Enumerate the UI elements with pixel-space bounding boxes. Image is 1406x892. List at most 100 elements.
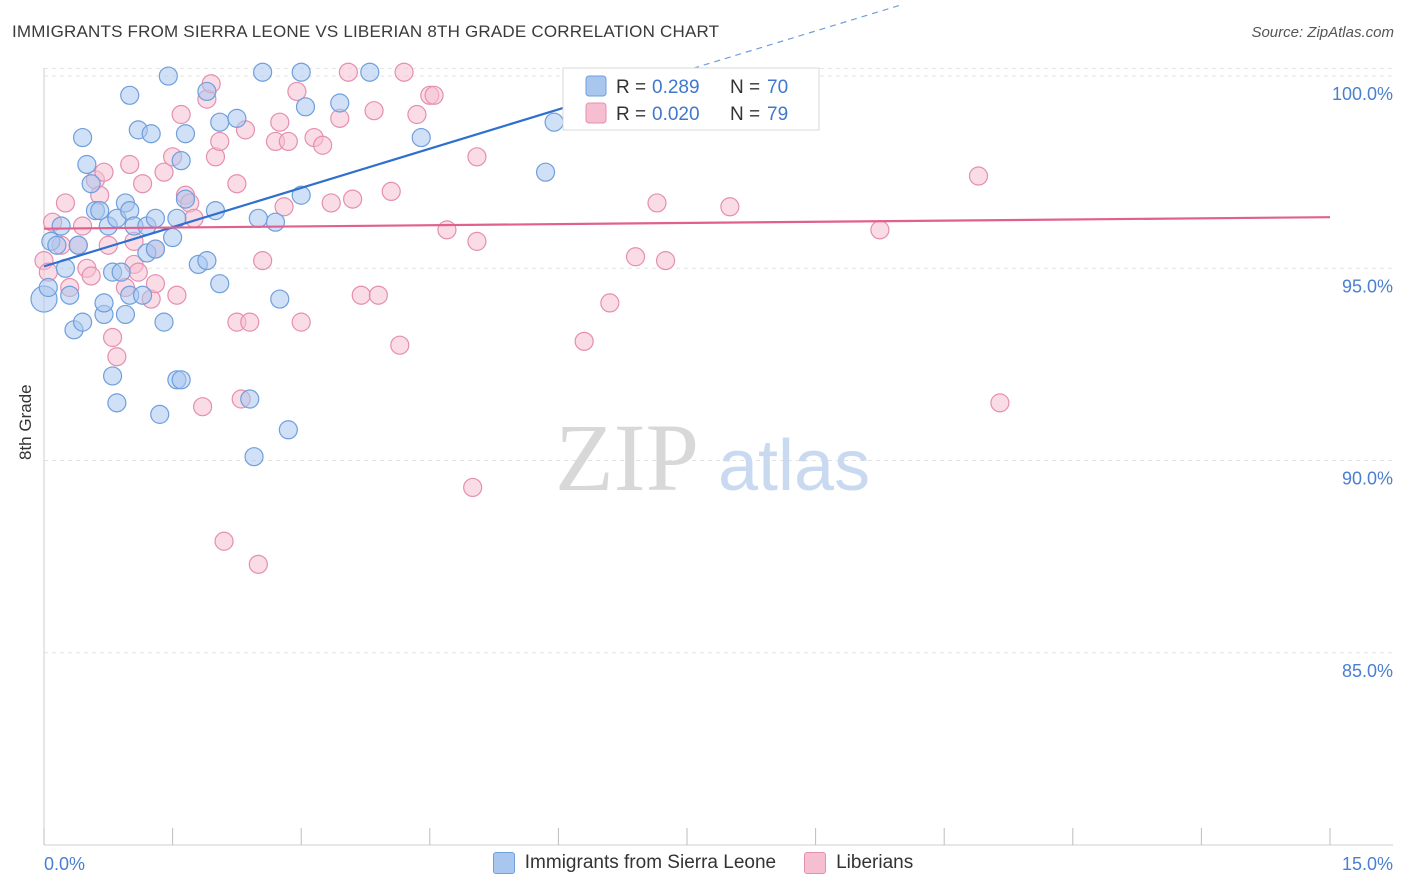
pink-point-60 [381, 181, 401, 202]
blue-point-22 [111, 262, 131, 282]
blue-trend-line [43, 105, 568, 268]
blue-point-20 [107, 393, 127, 413]
bottom-legend-label-sierra-leone: Immigrants from Sierra Leone [524, 852, 777, 873]
axes [43, 68, 1393, 846]
blue-point-37 [154, 312, 174, 332]
pink-point-63 [407, 104, 427, 125]
pink-point-27 [167, 285, 187, 305]
legend-n-value-1: 70 [767, 77, 788, 98]
blue-point-27 [120, 85, 140, 105]
blue-point-24 [115, 304, 136, 325]
blue-point-50 [210, 112, 230, 132]
blue-point-54 [244, 447, 264, 467]
pink-point-77 [968, 166, 989, 186]
blue-point-57 [265, 212, 286, 232]
blue-point-60 [291, 62, 311, 82]
pink-point-36 [210, 131, 230, 152]
blue-point-43 [171, 151, 191, 171]
blue-point-8 [68, 235, 88, 255]
pink-point-15 [107, 347, 127, 367]
pink-point-17 [120, 154, 140, 175]
pink-point-67 [463, 477, 483, 498]
pink-point-42 [240, 312, 260, 332]
sierra-leone-points [30, 62, 564, 467]
legend-box: R = 0.289 N = 70 R = 0.020 N = 79 [562, 67, 820, 131]
pink-point-56 [343, 189, 363, 209]
source-label: Source: ZipAtlas.com [1251, 24, 1394, 41]
blue-point-39 [163, 227, 183, 248]
blue-point-48 [197, 81, 217, 102]
blue-point-18 [102, 366, 123, 386]
blue-point-44 [175, 189, 196, 209]
blue-point-62 [295, 97, 316, 117]
y-tick-label-90: 90.0% [1342, 469, 1393, 489]
pink-point-55 [338, 62, 358, 82]
pink-point-57 [351, 285, 371, 305]
watermark-atlas: atlas [718, 426, 870, 506]
pink-point-21 [132, 174, 153, 194]
grid [44, 67, 1393, 654]
blue-point-34 [145, 239, 166, 259]
blue-point-58 [270, 289, 290, 309]
pink-point-13 [98, 235, 118, 255]
y-tick-label-95: 95.0% [1342, 276, 1393, 296]
pink-point-44 [253, 251, 273, 271]
pink-point-70 [574, 331, 594, 351]
pink-point-76 [870, 220, 890, 240]
legend-r-value-1: 0.289 [652, 77, 700, 98]
pink-point-61 [390, 335, 410, 355]
blue-point-35 [145, 208, 166, 228]
x-tick-min: 0.0% [44, 854, 85, 874]
bottom-legend-swatch-pink [804, 852, 827, 874]
blue-point-10 [72, 127, 93, 148]
pink-point-62 [394, 62, 414, 82]
pink-point-78 [990, 393, 1010, 413]
trend-lines [43, 4, 1331, 268]
legend-swatch-pink [585, 102, 607, 124]
blue-point-51 [210, 274, 230, 294]
blue-point-45 [175, 124, 196, 144]
blue-point-65 [411, 127, 431, 148]
pink-point-25 [154, 162, 174, 182]
legend-n-value-2: 79 [767, 104, 788, 125]
pink-point-39 [227, 174, 247, 194]
legend-r-value-2: 0.020 [652, 104, 700, 125]
blue-point-42 [171, 370, 191, 390]
pink-point-20 [128, 262, 148, 282]
blue-point-64 [360, 62, 380, 82]
blue-point-30 [132, 285, 153, 305]
blue-point-3 [47, 235, 67, 255]
blue-point-14 [90, 201, 110, 221]
pink-point-59 [368, 285, 388, 305]
pink-point-49 [287, 81, 307, 102]
chart-title: IMMIGRANTS FROM SIERRA LEONE VS LIBERIAN… [12, 22, 720, 41]
pink-point-53 [321, 193, 341, 213]
blue-point-6 [60, 285, 80, 305]
pink-point-65 [424, 85, 444, 105]
pink-point-68 [467, 231, 487, 251]
x-tick-max: 15.0% [1342, 854, 1393, 874]
pink-point-71 [600, 293, 620, 313]
blue-point-63 [330, 93, 350, 113]
blue-point-11 [77, 154, 97, 175]
watermark-zip: ZIP [555, 404, 699, 511]
pink-point-74 [655, 251, 676, 271]
y-tick-label-85: 85.0% [1342, 661, 1393, 681]
legend-n-label-1: N = [730, 77, 760, 98]
blue-point-9 [72, 312, 93, 332]
pink-point-72 [625, 247, 646, 267]
pink-point-46 [270, 112, 290, 132]
pink-point-50 [291, 312, 311, 332]
legend-n-label-2: N = [730, 104, 760, 125]
pink-point-4 [55, 193, 76, 213]
bottom-legend: Immigrants from Sierra Leone Liberians [0, 852, 1406, 874]
blue-point-47 [197, 251, 217, 271]
pink-point-58 [364, 101, 384, 121]
pink-point-52 [313, 135, 333, 155]
blue-point-33 [141, 124, 161, 144]
pink-point-14 [102, 327, 123, 348]
bottom-legend-swatch-blue [492, 852, 515, 874]
y-tick-label-100: 100.0% [1332, 84, 1393, 104]
legend-swatch-blue [585, 75, 607, 97]
